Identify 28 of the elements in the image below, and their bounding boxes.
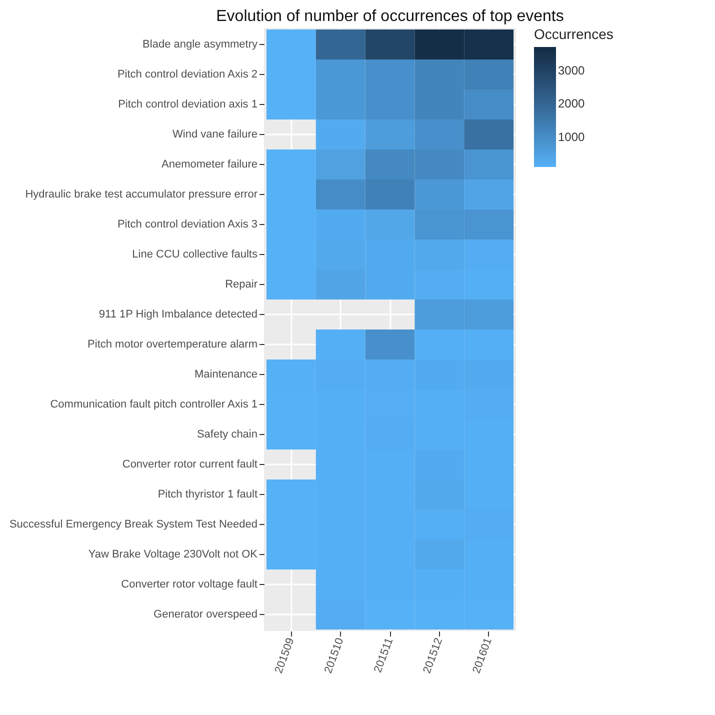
y-tick-label: Pitch control deviation axis 1 [118, 98, 258, 110]
y-tick-label: Yaw Brake Voltage 230Volt not OK [88, 548, 258, 560]
y-tick-label: Pitch control deviation Axis 3 [117, 218, 258, 230]
y-tick-label: Hydraulic brake test accumulator pressure error [25, 188, 258, 200]
y-tick-label: Maintenance [194, 368, 258, 380]
color-bar-label: 1000 [558, 130, 586, 144]
y-tick-label: Converter rotor current fault [122, 458, 258, 470]
y-tick-label: Converter rotor voltage fault [121, 578, 258, 590]
y-tick-label: Pitch motor overtemperature alarm [88, 338, 258, 350]
y-tick-label: Generator overspeed [154, 608, 258, 620]
y-tick-label: Repair [225, 278, 258, 290]
y-tick-label: Pitch thyristor 1 fault [158, 488, 258, 500]
color-bar-title: Occurrences [534, 26, 614, 42]
x-tick-label: 201511 [372, 636, 396, 674]
y-tick-label: Line CCU collective faults [132, 248, 258, 260]
y-tick-label: Wind vane failure [172, 128, 258, 140]
color-bar-label: 2000 [558, 96, 586, 111]
chart-title: Evolution of number of occurrences of top events [216, 8, 564, 25]
y-tick-label: Blade angle asymmetry [142, 38, 258, 50]
y-tick-label: Successful Emergency Break System Test Needed [9, 518, 258, 530]
x-tick-label: 201509 [272, 636, 297, 676]
y-tick-label: Communication fault pitch controller Axis 1 [50, 398, 258, 410]
y-tick-label: Anemometer failure [162, 158, 258, 170]
y-tick-label: 911 1P High Imbalance detected [98, 308, 258, 320]
color-bar-label: 3000 [558, 63, 586, 78]
x-tick-label: 201510 [322, 636, 346, 676]
y-tick-label: Pitch control deviation Axis 2 [117, 68, 258, 80]
y-tick-label: Safety chain [196, 428, 258, 440]
